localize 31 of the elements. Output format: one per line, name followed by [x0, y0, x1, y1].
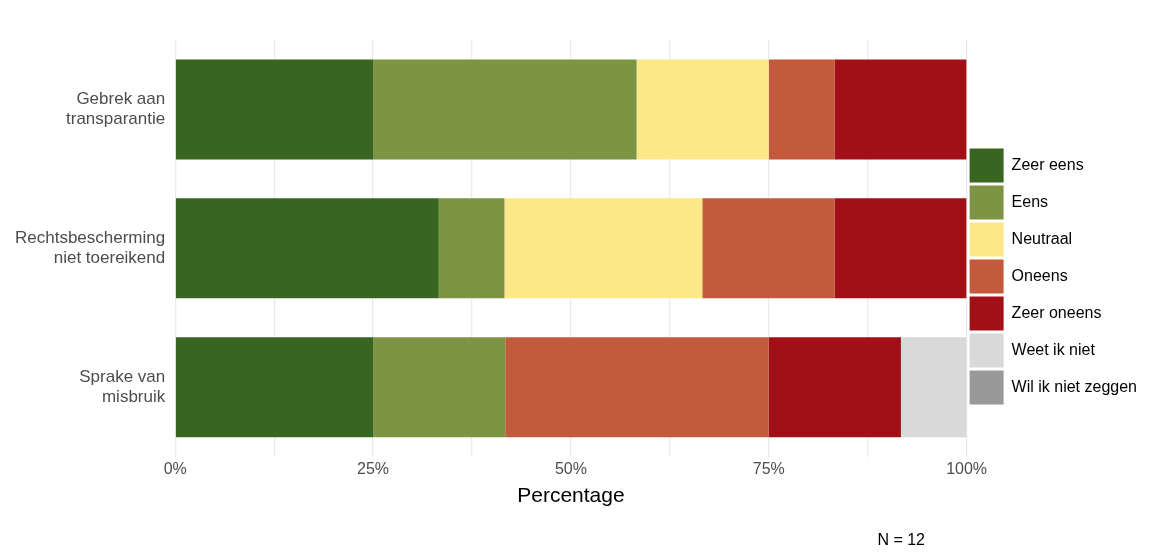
- bar: [702, 198, 835, 299]
- x-tick-label: 100%: [946, 459, 988, 477]
- legend-label: Zeer eens: [1011, 155, 1084, 173]
- legend-label: Weet ik niet: [1011, 340, 1096, 358]
- legend-label: Oneens: [1011, 266, 1068, 284]
- x-tick-label: 0%: [163, 459, 187, 477]
- legend-label: Neutraal: [1011, 229, 1073, 247]
- bar: [504, 198, 703, 299]
- x-tick-label: 50%: [554, 459, 587, 477]
- y-tick-label: Sprake van misbruik: [79, 366, 166, 407]
- bar: [505, 337, 769, 438]
- y-tick-label: Rechtsbescherming niet toereikend: [14, 227, 166, 268]
- legend-label: Zeer oneens: [1011, 303, 1102, 321]
- x-tick-label: 25%: [357, 459, 390, 477]
- bar: [768, 337, 901, 438]
- y-tick-label: Gebrek aan transparantie: [66, 88, 166, 129]
- bar: [373, 337, 506, 438]
- bar: [175, 198, 439, 299]
- x-tick-label: 75%: [752, 459, 785, 477]
- bar: [768, 59, 835, 160]
- bar: [438, 198, 505, 299]
- x-axis-title: Percentage: [517, 483, 625, 507]
- bar: [175, 337, 374, 438]
- bar: [834, 198, 967, 299]
- bar: [834, 59, 967, 160]
- text: N = 12: [877, 531, 926, 549]
- bar: [175, 59, 374, 160]
- legend-label: Eens: [1011, 192, 1049, 210]
- legend-label: Wil ik niet zeggen: [1011, 377, 1137, 395]
- bar: [373, 59, 637, 160]
- bar: [636, 59, 769, 160]
